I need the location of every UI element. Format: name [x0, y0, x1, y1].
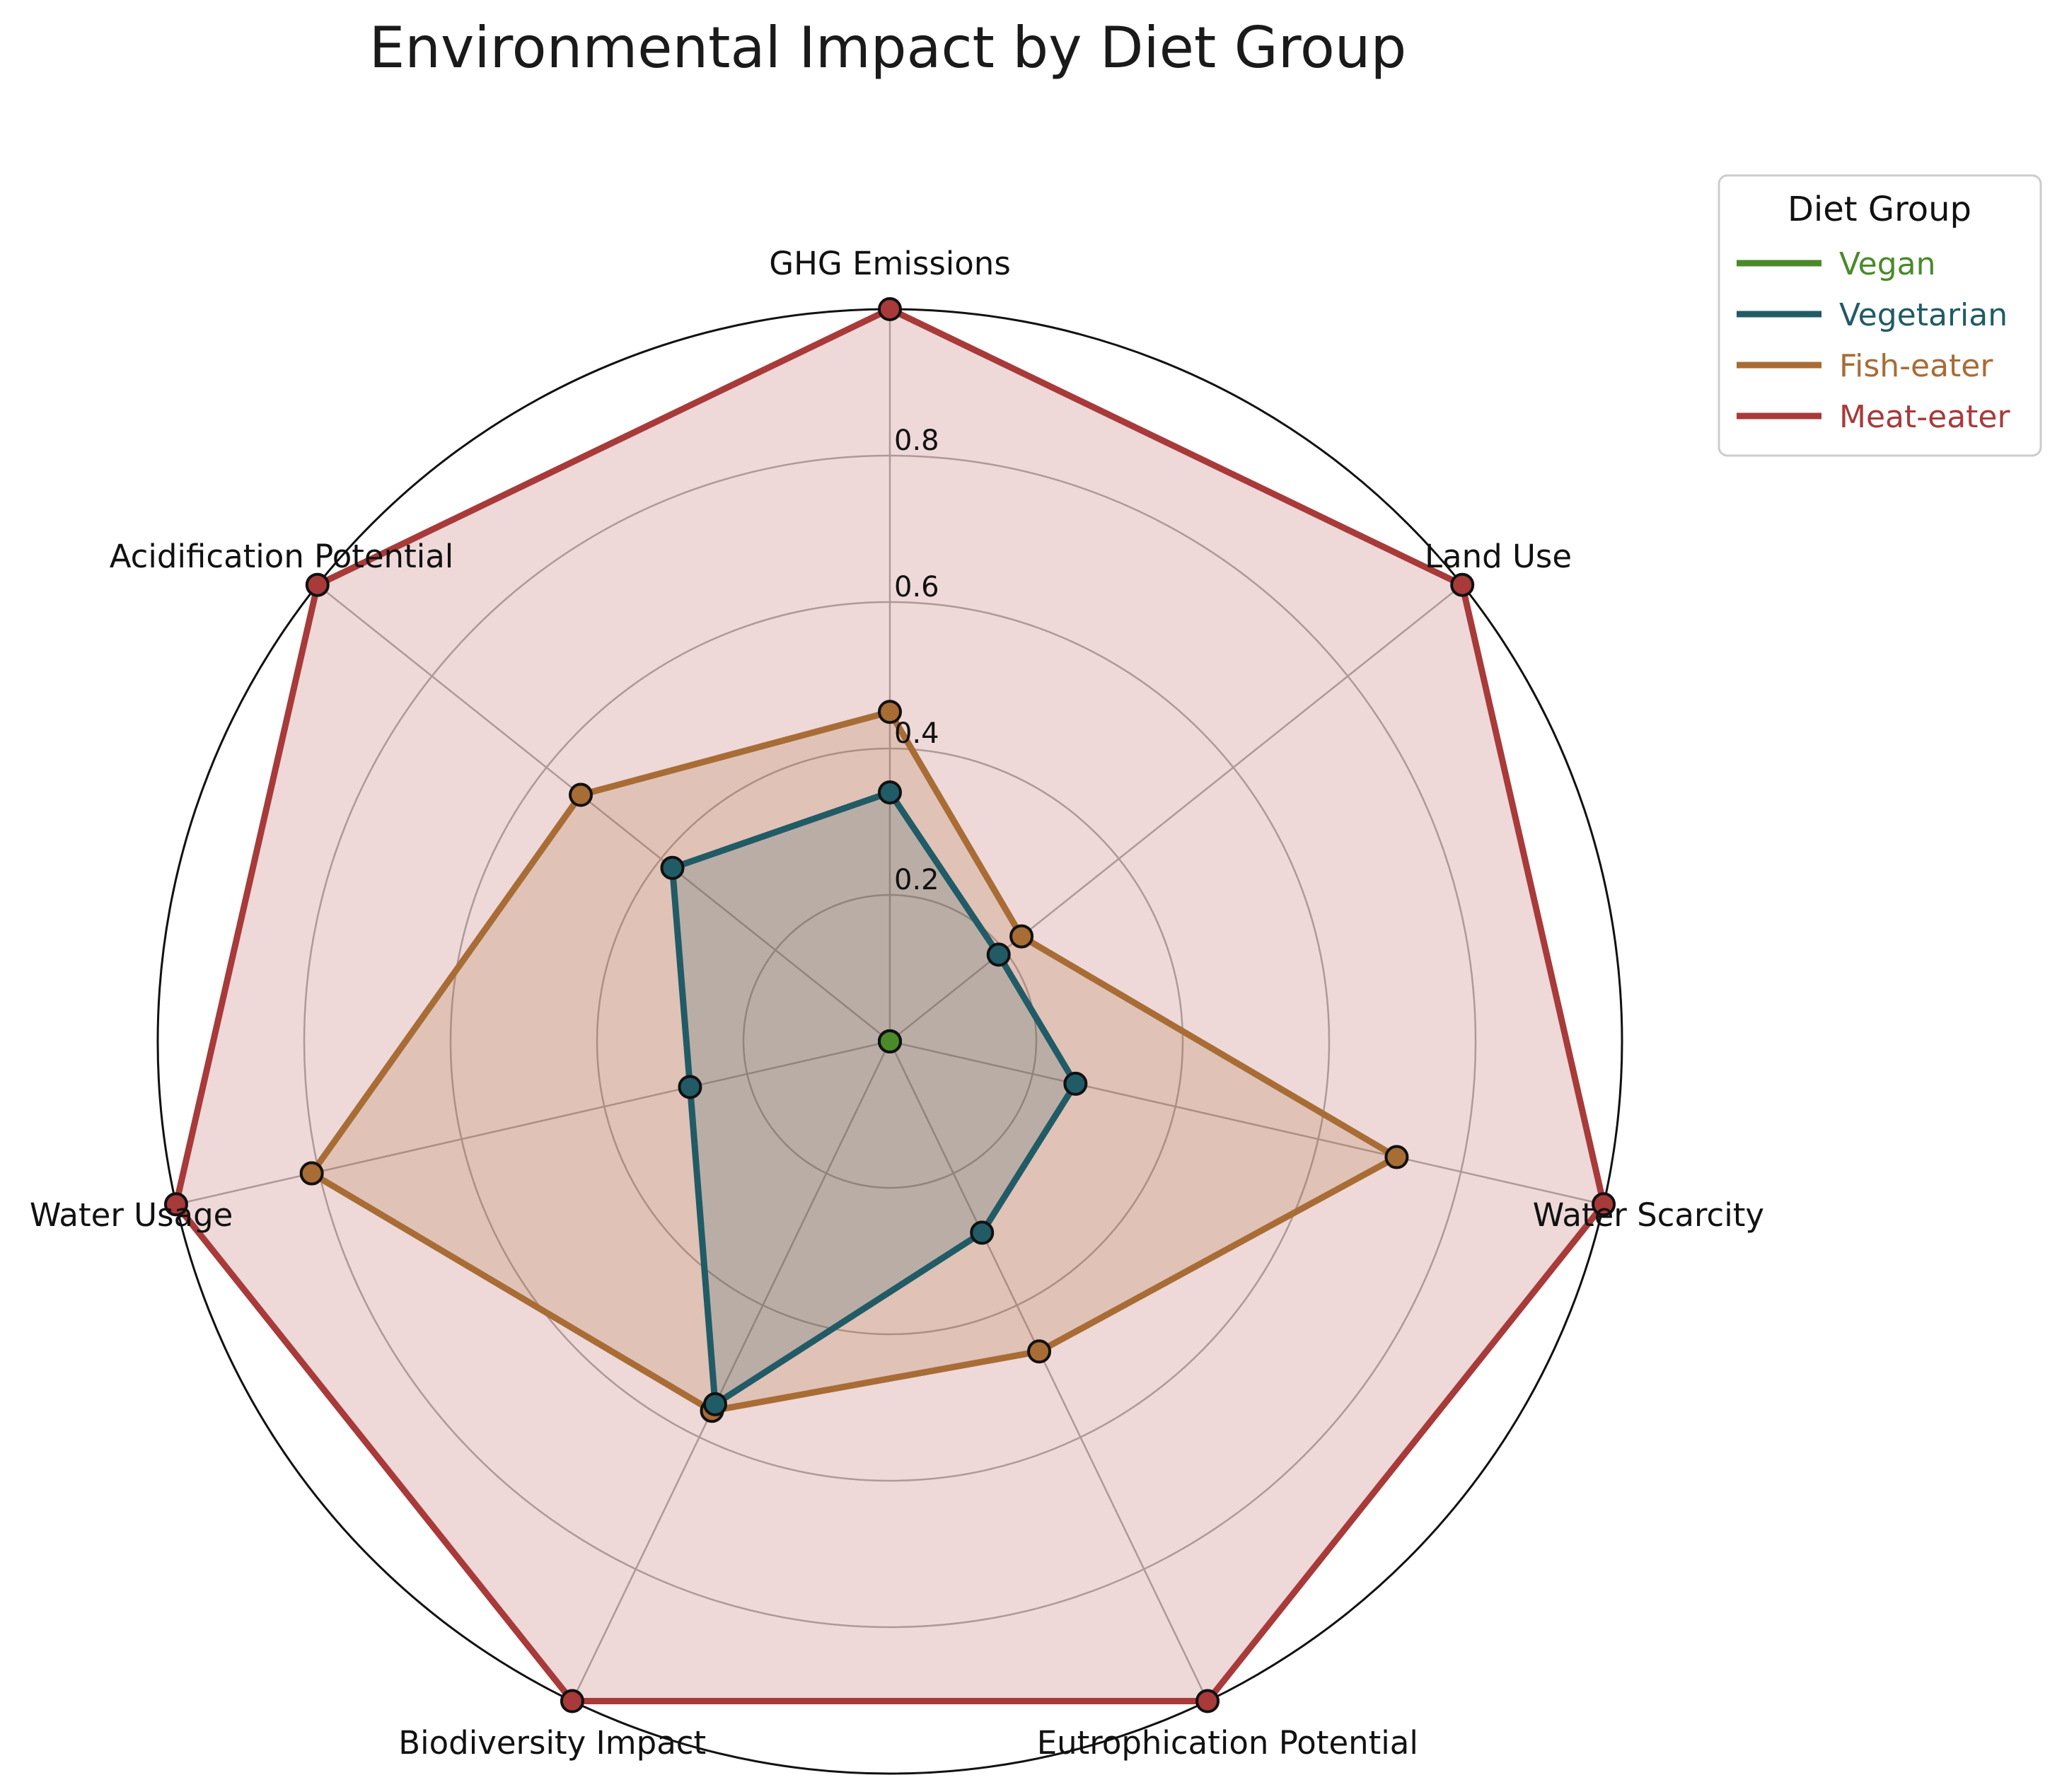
data-point: [305, 572, 330, 597]
data-point: [1063, 1071, 1088, 1096]
r-tick-label: 0.4: [894, 717, 939, 750]
series-line-meat-eater: [173, 306, 1607, 1704]
data-point: [1384, 1145, 1409, 1169]
data-point: [878, 700, 902, 724]
legend-title: Diet Group: [1788, 190, 1971, 229]
axis-label: Eutrophication Potential: [1037, 1724, 1418, 1762]
data-point: [660, 855, 685, 880]
r-tick-label: 0.6: [894, 571, 939, 603]
spoke-line: [889, 1040, 1604, 1206]
axis-label: Land Use: [1425, 538, 1572, 575]
data-point: [878, 297, 902, 321]
legend: Diet Group Vegan Vegetarian Fish-eater Meat…: [1718, 174, 2042, 457]
axis-label: Biodiversity Impact: [398, 1724, 706, 1762]
data-point: [703, 1392, 728, 1416]
series-area-meat-eater: [175, 309, 1604, 1701]
data-point: [970, 1220, 995, 1245]
spoke-line: [317, 584, 891, 1042]
legend-items: Vegan Vegetarian Fish-eater Meat-eater: [1737, 246, 2010, 435]
series-area-vegetarian: [672, 792, 1076, 1404]
legend-label: Meat-eater: [1839, 399, 2010, 435]
data-point: [163, 1192, 188, 1217]
legend-box: [1718, 174, 2042, 457]
spoke-line: [175, 1040, 891, 1206]
data-point: [1009, 924, 1034, 949]
data-point: [1450, 572, 1475, 597]
r-tick-label: 0.8: [894, 424, 939, 457]
axis-label: Water Scarcity: [1533, 1196, 1764, 1234]
data-point: [878, 1029, 902, 1053]
spoke-line: [888, 1041, 1209, 1702]
data-point: [1195, 1689, 1220, 1713]
chart-title: Environmental Impact by Diet Group: [369, 15, 1407, 81]
data-point: [986, 942, 1011, 967]
data-point: [569, 782, 593, 807]
axis-labels: GHG Emissions Land Use Water Scarcity Eutro…: [30, 245, 1764, 1762]
legend-label: Fish-eater: [1839, 348, 1993, 384]
r-tick-label: 0.2: [894, 864, 939, 896]
spoke-line: [571, 1041, 891, 1702]
data-point: [299, 1161, 324, 1186]
spoke-line: [889, 584, 1463, 1042]
grid-ring: [742, 894, 1038, 1189]
data-point: [1592, 1192, 1616, 1217]
legend-label: Vegan: [1839, 246, 1936, 282]
axis-label: Water Usage: [30, 1196, 233, 1234]
data-point: [678, 1075, 702, 1099]
radar-series: 0.2 0.4 0.6 0.8: [163, 297, 1616, 1713]
data-point: [1027, 1339, 1052, 1364]
series-line-vegetarian: [669, 789, 1079, 1408]
legend-label: Vegetarian: [1839, 297, 2008, 333]
data-point: [560, 1689, 584, 1713]
data-point: [878, 780, 902, 805]
series-line-fish-eater: [308, 708, 1400, 1414]
axis-label: Acidification Potential: [110, 538, 454, 575]
grid-ring: [449, 601, 1331, 1482]
grid-ring: [596, 747, 1184, 1336]
grid-ring: [303, 454, 1477, 1629]
series-area-fish-eater: [311, 712, 1397, 1411]
axis-label: GHG Emissions: [769, 245, 1011, 282]
